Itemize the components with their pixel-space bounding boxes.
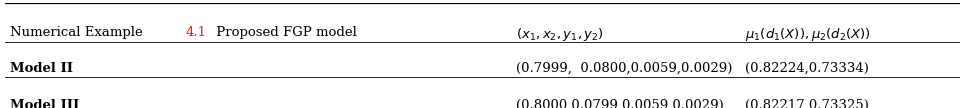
- Text: (0.82217,0.73325): (0.82217,0.73325): [745, 99, 868, 108]
- Text: Model III: Model III: [10, 99, 79, 108]
- Text: Model II: Model II: [10, 62, 72, 75]
- Text: $(x_1, x_2, y_1, y_2)$: $(x_1, x_2, y_1, y_2)$: [515, 26, 604, 43]
- Text: (0.82224,0.73334): (0.82224,0.73334): [745, 62, 868, 75]
- Text: 4.1: 4.1: [185, 26, 206, 39]
- Text: Numerical Example: Numerical Example: [10, 26, 146, 39]
- Text: (0.7999,  0.0800,0.0059,0.0029): (0.7999, 0.0800,0.0059,0.0029): [515, 62, 731, 75]
- Text: Proposed FGP model: Proposed FGP model: [211, 26, 357, 39]
- Text: (0.8000,0.0799,0.0059,0.0029): (0.8000,0.0799,0.0059,0.0029): [515, 99, 723, 108]
- Text: $\mu_1(d_1(X)),\mu_2(d_2(X))$: $\mu_1(d_1(X)),\mu_2(d_2(X))$: [745, 26, 871, 43]
